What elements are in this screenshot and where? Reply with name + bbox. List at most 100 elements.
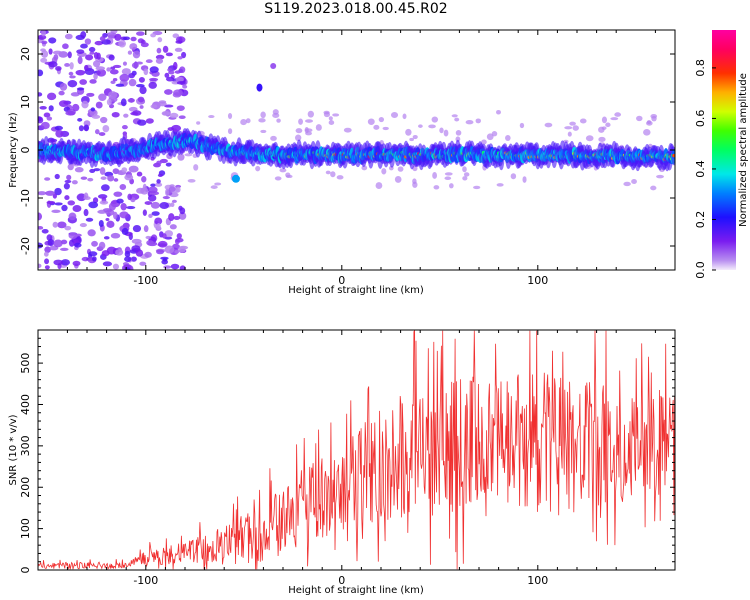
snr-xtick-label: 0 <box>338 574 345 587</box>
spectrogram-cell <box>60 259 70 266</box>
spectrogram-ytick-label: -20 <box>19 237 32 255</box>
spectrogram-cell <box>610 117 619 121</box>
spectrogram-cell <box>64 225 72 231</box>
colorbar-ticks: 0.0 0.2 0.4 0.6 0.8 <box>694 59 716 279</box>
spectrogram-cell <box>564 126 573 130</box>
colorbar-tick-label: 0.8 <box>694 59 707 77</box>
spectrogram-cell <box>98 220 104 228</box>
spectrogram-cell <box>110 80 116 85</box>
spectrogram-cell <box>585 135 594 142</box>
spectrogram-cell <box>38 263 42 269</box>
spectrogram-cell <box>89 51 95 55</box>
spectrogram-cell <box>579 118 587 124</box>
spectrogram-cell <box>332 113 340 117</box>
spectrogram-cell <box>433 185 440 190</box>
spectrogram-cell <box>174 250 180 254</box>
spectrogram-cell <box>38 242 44 249</box>
spectrogram-cell <box>126 205 136 210</box>
spectrogram-cell <box>178 246 186 253</box>
spectrogram-cell <box>113 64 122 69</box>
spectrogram-cell <box>145 235 151 240</box>
spectrogram-cell <box>101 184 110 192</box>
spectrogram-cell <box>544 122 553 128</box>
snr-series-line <box>38 330 675 570</box>
spectrogram-cell <box>121 68 131 75</box>
spectrogram-cell <box>451 114 458 118</box>
spectrogram-cell <box>69 62 74 70</box>
spectrogram-cell <box>58 100 69 108</box>
spectrogram-cell <box>157 37 163 43</box>
spectrogram-cell <box>150 104 158 109</box>
spectrogram-cell <box>177 153 185 161</box>
spectrogram-cell <box>156 179 161 184</box>
spectrogram-cell <box>439 127 444 134</box>
spectrogram-cell <box>162 45 169 53</box>
spectrogram-cell <box>156 47 162 54</box>
spectrogram-ytick-label: 10 <box>19 95 32 109</box>
snr-panel: -100 0 100 0 100 200 300 400 500 Height of strai… <box>8 329 676 596</box>
spectrogram-cell <box>40 121 50 130</box>
spectrogram-cell <box>107 91 118 99</box>
spectrogram-cell <box>170 263 180 270</box>
spectrogram-cell <box>172 33 180 39</box>
spectrogram-cell <box>113 178 119 182</box>
spectrogram-cell <box>382 126 389 131</box>
spectrogram-cell <box>178 205 183 211</box>
spectrogram-cell <box>475 118 481 124</box>
spectrogram-cell <box>66 174 72 181</box>
spectrogram-cell <box>142 183 147 192</box>
spectrogram-cell <box>157 240 168 248</box>
spectrogram-cell <box>148 213 153 218</box>
spectrogram-cell <box>227 128 233 135</box>
spectrogram-cell <box>106 98 112 106</box>
spectrogram-cell <box>428 124 436 129</box>
spectrogram-cell <box>93 52 99 59</box>
spectrogram-cell <box>54 125 64 131</box>
spectrogram-cell <box>144 201 153 205</box>
spectrogram-cell <box>522 176 527 183</box>
spectrogram-cell <box>139 105 144 109</box>
spectrogram-cell <box>64 33 73 40</box>
spectrogram-cell <box>505 134 511 141</box>
spectrogram-cell <box>328 116 333 121</box>
spectrogram-cell <box>157 173 163 177</box>
spectrogram-cell <box>294 134 302 142</box>
spectrogram-cell <box>121 167 128 173</box>
spectrogram-cell <box>449 183 454 189</box>
spectrogram-cell <box>58 90 65 96</box>
spectrogram-cell <box>465 120 474 125</box>
spectrogram-cell <box>128 78 137 87</box>
spectrogram-cell <box>145 59 153 63</box>
spectrogram-cell <box>486 133 494 141</box>
spectrogram-cell <box>162 257 168 262</box>
spectrogram-cell <box>67 80 78 88</box>
spectrogram-cell <box>143 68 149 76</box>
spectrogram-cell <box>196 121 201 125</box>
spectrogram-cell <box>305 131 312 136</box>
spectrogram-cell <box>100 176 107 180</box>
spectrogram-cell <box>184 153 193 157</box>
spectrogram-cell <box>50 138 58 143</box>
spectrogram-xlabel: Height of straight line (km) <box>288 285 424 296</box>
spectrogram-cell <box>208 115 215 119</box>
spectrogram-cell <box>210 185 218 189</box>
snr-ytick-label: 100 <box>19 518 32 539</box>
spectrogram-cell <box>79 223 87 228</box>
spectrogram-cell <box>245 118 251 124</box>
spectrogram-cell <box>418 124 423 128</box>
spectrogram-cell <box>159 201 170 210</box>
spectrogram-cell <box>455 136 461 142</box>
spectrogram-cell <box>481 139 487 145</box>
spectrogram-cell <box>598 136 606 142</box>
spectrogram-cell <box>636 115 643 122</box>
spectrogram-cell <box>158 101 167 107</box>
spectrogram-cell <box>112 77 118 82</box>
spectrogram-cell <box>77 56 83 65</box>
spectrogram-cell <box>128 72 135 79</box>
spectrogram-cell <box>455 130 462 136</box>
spectrogram-cell <box>519 122 525 129</box>
spectrogram-cell <box>84 38 92 45</box>
spectrogram-cell <box>72 204 82 213</box>
